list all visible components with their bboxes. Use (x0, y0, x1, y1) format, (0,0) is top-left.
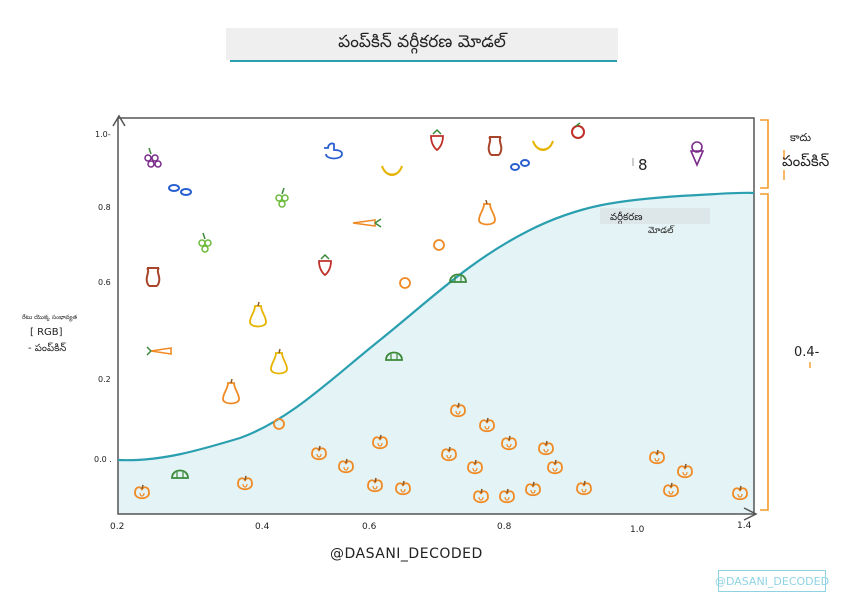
ice-cream-icon (689, 141, 705, 168)
pumpkin-icon (450, 402, 466, 418)
diagram-title: పంప్‌కిన్ వర్గీకరణ మోడల్ (226, 28, 618, 60)
y-tick-label-4: 0.2 (98, 375, 111, 384)
y-tick-label-1: 1.0- (95, 130, 111, 139)
pumpkin-icon (395, 480, 411, 496)
x-tick-label-3: 0.6 (362, 522, 377, 532)
watermark-handle: @DASANI_DECODED (715, 570, 829, 592)
carrot-icon (146, 346, 172, 356)
diagram-title-text: పంప్‌కిన్ వర్గీకరణ మోడల్ (338, 32, 506, 52)
pumpkin-bracket (760, 193, 769, 511)
not-pumpkin-bracket (760, 119, 769, 189)
mystery-glyph: 8 (638, 156, 648, 174)
y-tick-label-3: 0.6 (98, 278, 111, 287)
melon-icon (449, 273, 467, 283)
chain-icon (168, 184, 192, 196)
pumpkin-icon (499, 488, 515, 504)
pumpkin-icon (441, 446, 457, 462)
pumpkin-icon (732, 485, 748, 501)
pumpkin-icon (677, 463, 693, 479)
x-tick-label-2: 0.4 (255, 522, 270, 532)
carrot-icon (352, 218, 382, 228)
pumpkin-icon (338, 458, 354, 474)
apple-core-icon (487, 136, 503, 156)
y-tick-label-2: 0.8 (98, 203, 111, 212)
pumpkin-icon (367, 477, 383, 493)
pumpkin-icon (479, 417, 495, 433)
orange-icon (273, 418, 285, 430)
duck-icon (324, 142, 343, 160)
pumpkin-icon (501, 435, 517, 451)
apple-icon (571, 122, 585, 139)
curve-label-line2: మోడల్ (648, 225, 675, 236)
apple-core-icon (145, 267, 161, 287)
pumpkin-cluster (134, 402, 748, 504)
pumpkin-icon (538, 440, 554, 456)
strawberry-icon (318, 253, 332, 277)
pear-icon (249, 301, 267, 328)
pear-icon (478, 199, 496, 226)
orange-icon (433, 239, 445, 251)
legend-bottom-label: 0.4- (794, 345, 820, 360)
pear-icon (270, 348, 288, 375)
pumpkin-icon (311, 445, 327, 461)
x-tick-label-1: 0.2 (110, 522, 124, 532)
pumpkin-region-fill (118, 192, 754, 514)
pumpkin-icon (525, 481, 541, 497)
pumpkin-icon (372, 434, 388, 450)
title-underline (230, 60, 617, 62)
y-axis-title-line1: రేటు యొక్క సంభావ్యత (22, 314, 77, 322)
pumpkin-icon (134, 484, 150, 500)
strawberry-icon (430, 128, 444, 152)
x-tick-label-4: 0.8 (497, 522, 512, 532)
grapes-icon (198, 232, 212, 253)
pumpkin-icon (473, 488, 489, 504)
curve-label-box (600, 208, 710, 224)
curve-label-line1: వర్గీకరణ (610, 211, 642, 224)
melon-icon (385, 351, 403, 361)
bananas-icon (532, 140, 554, 151)
pumpkin-icon (467, 459, 483, 475)
x-axis-arrow (743, 507, 758, 521)
y-axis-arrow (112, 114, 126, 127)
pumpkin-icon (663, 482, 679, 498)
pumpkin-icon (547, 459, 563, 475)
orange-icon (399, 277, 411, 289)
y-axis-title-line2: [ RGB] (30, 327, 63, 338)
legend-pumpkin-label: పంప్‌కిన్ (782, 152, 829, 170)
grapes-icon (275, 187, 289, 208)
plot-frame (117, 117, 755, 515)
y-tick-label-5: 0.0 . (94, 455, 112, 464)
pumpkin-icon (649, 449, 665, 465)
x-tick-label-6: 1.4 (737, 521, 752, 531)
pumpkin-icon (576, 480, 592, 496)
chain-icon (510, 159, 530, 171)
y-axis-title-line3: - పంప్‌కిన్ (28, 342, 66, 354)
pear-icon (222, 378, 240, 405)
grapes-icon (144, 147, 162, 168)
melon-icon (171, 469, 189, 479)
footer-handle: @DASANI_DECODED (330, 546, 483, 562)
pumpkin-icon (237, 475, 253, 491)
x-tick-label-5: 1.0 (630, 525, 645, 535)
bananas-icon (381, 165, 403, 176)
classification-curve (117, 191, 755, 462)
legend-not-label: కాదు (790, 131, 811, 144)
